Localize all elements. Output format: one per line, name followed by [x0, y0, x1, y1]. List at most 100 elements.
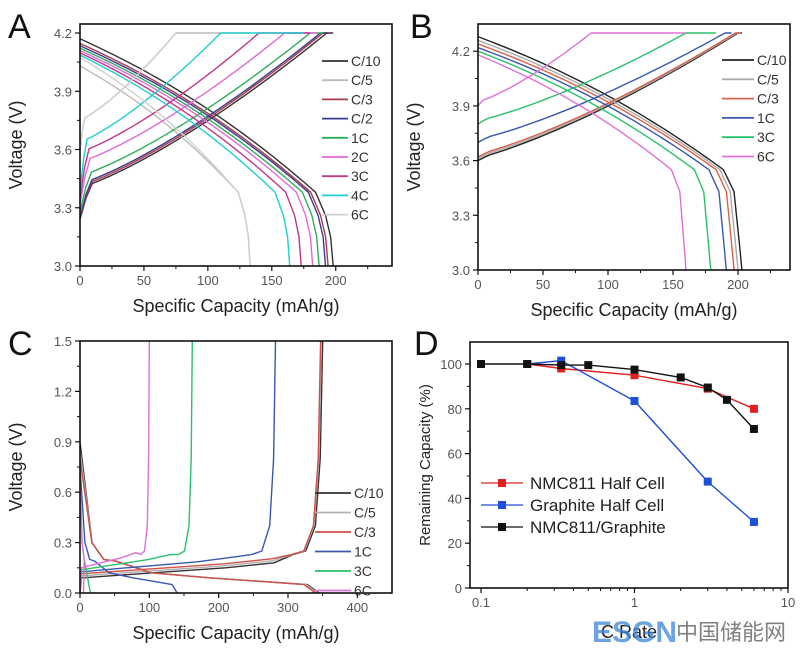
- panel-d-point-nmc811-graphite: [630, 365, 639, 374]
- panel-c-lithiation-curve-6c: [79, 483, 85, 594]
- panel-d-y-tick-label: 100: [440, 357, 462, 372]
- panel-b-charge-curve-1c: [477, 32, 732, 144]
- panel-b-frame: [477, 23, 791, 271]
- panel-a-discharge-curve-c-5: [79, 65, 251, 267]
- panel-c-delithiation-curve-3c: [79, 340, 193, 594]
- panel-a-discharge-curve-c-10: [79, 38, 334, 267]
- panel-a-x-tick-label: 100: [197, 273, 219, 288]
- panel-c-x-tick-label: 100: [138, 600, 160, 615]
- panel-a-x-tick-label: 200: [325, 273, 347, 288]
- panel-b-charge-curve-3c: [477, 32, 716, 125]
- panel-d-frame: [469, 341, 789, 589]
- panel-a-curves: [79, 32, 334, 267]
- panel-c-x-tick-label: 400: [346, 600, 368, 615]
- panel-c-legend-label-3c: 3C: [354, 563, 372, 579]
- panel-d-point-nmc811-graphite: [523, 360, 532, 368]
- panel-b-y-tick-label: 3.3: [452, 208, 470, 223]
- panel-b-legend-label-c-3: C/3: [757, 91, 779, 107]
- panel-c-ticks: 0 100 200 300 400 0.0 0.3 0.6 0.9 1.2 1.5: [54, 334, 368, 615]
- panel-b: B 0 50 100 150 200 3.0 3.3 3.6 3.9 4.2 C/10 C/5 C/3…: [404, 8, 791, 320]
- panel-d-legend-label-graphite-half-cell: Graphite Half Cell: [530, 496, 664, 515]
- panel-b-y-axis-title: Voltage (V): [404, 102, 424, 191]
- panel-d-y-tick-label: 60: [448, 447, 462, 462]
- panel-c-y-tick-label: 0.6: [54, 485, 72, 500]
- panel-a-charge-curve-3c: [79, 32, 311, 199]
- panel-b-x-tick-label: 150: [662, 277, 684, 292]
- panel-a-x-axis-title: Specific Capacity (mAh/g): [132, 296, 339, 316]
- panel-d-legend-marker-nmc811-graphite: [498, 523, 506, 531]
- panel-a-y-tick-label: 3.0: [54, 259, 72, 274]
- panel-d-y-tick-label: 20: [448, 536, 462, 551]
- panel-b-legend: C/10 C/5 C/3 1C 3C 6C: [722, 52, 787, 165]
- panel-c-letter: C: [8, 325, 33, 363]
- panel-d-legend-label-nmc811-half-cell: NMC811 Half Cell: [530, 474, 665, 493]
- panel-a-legend-label-3c: 3C: [351, 168, 369, 184]
- panel-d-x-tick-label: 10: [781, 595, 795, 610]
- panel-c-x-tick-label: 0: [76, 600, 83, 615]
- panel-a-frame: [79, 23, 393, 267]
- panel-d-x-tick-label: 1: [631, 595, 638, 610]
- panel-a-discharge-curve-2c: [79, 49, 314, 267]
- panel-c-x-tick-label: 300: [277, 600, 299, 615]
- panel-a-discharge-curve-3c: [79, 52, 302, 267]
- panel-c-legend-label-1c: 1C: [354, 544, 372, 560]
- panel-c-legend: C/10 C/5 C/3 1C 3C 6C: [315, 485, 384, 599]
- panel-c-lithiation-curve-c-3: [79, 458, 317, 594]
- panel-c-lithiation-curve-c-10: [79, 441, 320, 594]
- panel-d-point-graphite-half-cell: [557, 356, 566, 365]
- panel-d-y-axis-title: Remaining Capacity (%): [417, 384, 434, 546]
- panel-c-y-tick-label: 0.9: [54, 435, 72, 450]
- panel-b-discharge-curve-c-10: [477, 35, 743, 271]
- panel-d-legend-marker-graphite-half-cell: [498, 501, 506, 509]
- panel-d-point-nmc811-graphite: [749, 424, 758, 433]
- panel-b-y-tick-label: 3.0: [452, 263, 470, 278]
- panel-c-x-axis-title: Specific Capacity (mAh/g): [132, 623, 339, 643]
- panel-b-charge-curve-6c: [477, 32, 686, 107]
- panel-a-legend-label-c-5: C/5: [351, 72, 373, 88]
- panel-a-x-tick-label: 50: [137, 273, 151, 288]
- panel-c-legend-label-c-5: C/5: [354, 505, 376, 521]
- panel-a-legend-label-c-3: C/3: [351, 91, 373, 107]
- panel-a-discharge-curve-6c: [79, 56, 251, 267]
- panel-a-legend-label-4c: 4C: [351, 187, 369, 203]
- panel-b-x-tick-label: 0: [474, 277, 481, 292]
- panel-a-x-tick-label: 150: [261, 273, 283, 288]
- panel-b-legend-label-3c: 3C: [757, 129, 775, 145]
- panel-a-y-axis-title: Voltage (V): [6, 100, 26, 189]
- panel-a-charge-curve-6c: [79, 32, 177, 150]
- panel-c-legend-label-c-10: C/10: [354, 485, 384, 501]
- panel-b-x-tick-label: 50: [536, 277, 550, 292]
- panel-a-y-tick-label: 4.2: [54, 26, 72, 41]
- panel-b-x-tick-label: 200: [727, 277, 749, 292]
- panel-a-ticks: 0 50 100 150 200 3.0 3.3 3.6 3.9 4.2: [54, 26, 369, 288]
- panel-b-legend-label-1c: 1C: [757, 110, 775, 126]
- panel-d-point-nmc811-graphite: [722, 395, 731, 404]
- panel-d-curves: [477, 356, 758, 526]
- panel-d-point-graphite-half-cell: [630, 396, 639, 405]
- panel-b-discharge-curve-6c: [477, 54, 687, 271]
- panel-a: A 0 50 100 150 200 3.0 3.3 3.6 3.9 4.2 C/10 C/5 C/3…: [6, 8, 393, 316]
- panel-d-x-axis-title: C Rate: [601, 622, 657, 642]
- panel-a-charge-curve-1c: [79, 32, 323, 212]
- watermark-text: 中国储能网: [676, 621, 786, 646]
- panel-c-y-tick-label: 0.3: [54, 536, 72, 551]
- panel-c-y-tick-label: 0.0: [54, 586, 72, 601]
- panel-a-y-tick-label: 3.6: [54, 143, 72, 158]
- panel-d-point-nmc811-graphite: [676, 373, 685, 382]
- panel-c-delithiation-curve-1c: [79, 340, 277, 594]
- panel-a-legend-label-c-2: C/2: [351, 111, 373, 127]
- panel-a-y-tick-label: 3.9: [54, 84, 72, 99]
- panel-a-letter: A: [8, 8, 31, 46]
- panel-d-point-graphite-half-cell: [749, 517, 758, 526]
- panel-b-discharge-curve-3c: [477, 50, 712, 271]
- panel-a-discharge-curve-4c: [79, 54, 291, 267]
- panel-d-point-nmc811-graphite: [584, 361, 593, 370]
- panel-c-lithiation-curve-1c: [79, 466, 178, 594]
- watermark: ESGN 中国储能网: [592, 616, 786, 649]
- panel-c-x-tick-label: 200: [208, 600, 230, 615]
- panel-d-point-nmc811-graphite: [557, 361, 566, 370]
